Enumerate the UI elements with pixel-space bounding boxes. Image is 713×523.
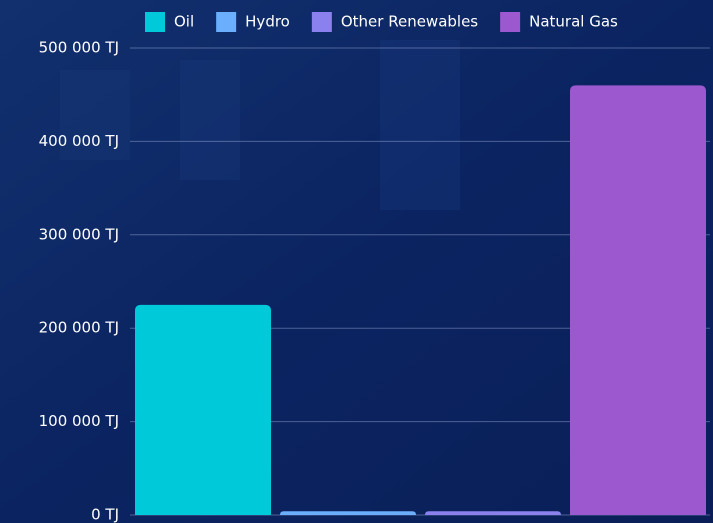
y-tick-label: 500 000 TJ xyxy=(39,39,119,57)
legend-label: Hydro xyxy=(245,13,290,31)
y-tick-label: 400 000 TJ xyxy=(39,132,119,150)
bar xyxy=(425,511,561,515)
bar xyxy=(135,305,271,515)
page: 0 TJ 100 000 TJ 200 000 TJ 300 000 TJ 400 00… xyxy=(0,0,713,523)
backdrop-building xyxy=(380,40,460,210)
y-tick-label: 200 000 TJ xyxy=(39,319,119,337)
legend-swatch xyxy=(216,12,236,32)
chart: 0 TJ 100 000 TJ 200 000 TJ 300 000 TJ 400 00… xyxy=(0,0,713,523)
y-tick-label: 300 000 TJ xyxy=(39,225,119,243)
y-tick-label: 0 TJ xyxy=(91,506,119,523)
y-tick-label: 100 000 TJ xyxy=(39,412,119,430)
legend-swatch xyxy=(145,12,165,32)
legend-label: Oil xyxy=(174,13,194,31)
legend-swatch xyxy=(312,12,332,32)
legend-label: Other Renewables xyxy=(341,13,478,31)
legend-label: Natural Gas xyxy=(529,13,618,31)
bar xyxy=(570,85,706,515)
legend-swatch xyxy=(500,12,520,32)
backdrop-building xyxy=(180,60,240,180)
bar xyxy=(280,511,416,515)
